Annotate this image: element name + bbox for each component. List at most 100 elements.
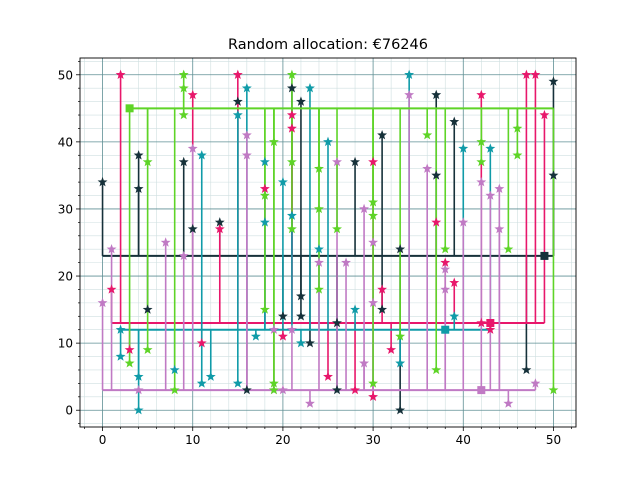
star-marker xyxy=(268,378,279,388)
star-marker xyxy=(133,150,144,160)
hub-marker xyxy=(477,386,486,395)
star-marker xyxy=(341,257,351,267)
star-marker xyxy=(296,311,306,321)
star-marker xyxy=(431,217,442,227)
star-marker xyxy=(187,143,198,153)
star-marker xyxy=(476,136,487,147)
y-tick-label: 30 xyxy=(58,202,73,216)
star-marker xyxy=(178,69,189,79)
star-marker xyxy=(386,344,397,355)
y-tick-label: 40 xyxy=(58,135,73,149)
y-tick-label: 20 xyxy=(58,270,73,284)
star-marker xyxy=(476,89,487,100)
star-marker xyxy=(97,176,108,187)
star-marker xyxy=(286,156,297,167)
star-marker xyxy=(404,89,415,100)
star-marker xyxy=(277,176,288,187)
star-marker xyxy=(305,337,315,348)
star-marker xyxy=(314,163,324,173)
star-marker xyxy=(431,170,442,180)
star-marker xyxy=(286,210,297,220)
star-marker xyxy=(133,405,144,415)
star-marker xyxy=(521,364,532,375)
star-marker xyxy=(530,378,541,388)
star-marker xyxy=(241,150,252,160)
star-marker xyxy=(368,156,379,167)
star-marker xyxy=(332,317,342,328)
star-marker xyxy=(160,237,171,247)
star-marker xyxy=(268,384,279,395)
star-marker xyxy=(458,143,469,153)
star-marker xyxy=(133,183,144,194)
star-marker xyxy=(133,384,144,395)
star-marker xyxy=(187,89,198,100)
star-marker xyxy=(196,337,207,348)
star-marker xyxy=(133,371,144,381)
star-marker xyxy=(232,96,243,106)
x-tick-label: 10 xyxy=(185,433,200,447)
star-marker xyxy=(314,257,324,267)
star-marker xyxy=(404,69,415,79)
star-marker xyxy=(259,183,270,194)
star-marker xyxy=(232,378,243,388)
axis-tick-labels: 0 10 20 30 40 50 0 10 20 30 40 50 xyxy=(58,68,561,447)
star-marker xyxy=(440,284,451,294)
star-marker xyxy=(286,82,297,93)
star-marker xyxy=(368,237,379,247)
star-marker xyxy=(268,324,279,334)
chart-title: Random allocation: €76246 xyxy=(228,37,428,53)
star-marker xyxy=(259,156,270,167)
star-marker xyxy=(97,297,108,308)
axis-ticks xyxy=(76,61,572,431)
star-marker xyxy=(395,244,406,254)
star-marker xyxy=(314,203,324,214)
star-marker xyxy=(142,156,153,167)
star-marker xyxy=(277,384,288,395)
x-tick-label: 30 xyxy=(365,433,380,447)
star-marker xyxy=(449,277,460,287)
star-marker xyxy=(241,384,252,395)
star-marker xyxy=(124,344,135,355)
star-marker xyxy=(259,190,270,200)
hub-marker xyxy=(486,319,495,328)
star-marker xyxy=(106,244,117,254)
plot-area xyxy=(79,57,577,428)
star-marker xyxy=(323,136,333,147)
star-marker xyxy=(548,170,559,180)
star-marker xyxy=(431,89,442,100)
y-tick-label: 50 xyxy=(58,68,73,82)
x-tick-label: 40 xyxy=(456,433,471,447)
star-marker xyxy=(368,197,379,207)
star-marker xyxy=(296,96,306,106)
star-marker xyxy=(305,82,315,93)
star-marker xyxy=(286,324,297,334)
star-marker xyxy=(377,304,388,314)
star-marker xyxy=(259,304,270,314)
star-marker xyxy=(359,358,370,368)
star-marker xyxy=(350,156,360,167)
hub-marker xyxy=(540,251,549,260)
star-marker xyxy=(368,297,379,308)
x-tick-label: 50 xyxy=(546,433,561,447)
star-marker xyxy=(314,284,324,294)
star-marker xyxy=(178,156,189,167)
star-marker xyxy=(422,163,433,173)
star-marker xyxy=(485,143,496,153)
star-marker xyxy=(368,210,379,220)
star-marker xyxy=(277,331,288,341)
star-marker xyxy=(395,331,406,341)
star-marker xyxy=(323,371,333,381)
star-marker xyxy=(259,217,270,227)
x-tick-label: 0 xyxy=(99,433,107,447)
star-marker xyxy=(178,250,189,261)
y-tick-label: 0 xyxy=(65,404,73,418)
star-marker xyxy=(449,311,460,321)
star-marker xyxy=(305,398,315,408)
star-marker xyxy=(196,378,207,388)
star-marker xyxy=(503,244,514,254)
star-marker xyxy=(314,244,324,254)
star-marker xyxy=(286,69,297,79)
star-marker xyxy=(178,109,189,120)
hub-marker xyxy=(441,325,450,334)
